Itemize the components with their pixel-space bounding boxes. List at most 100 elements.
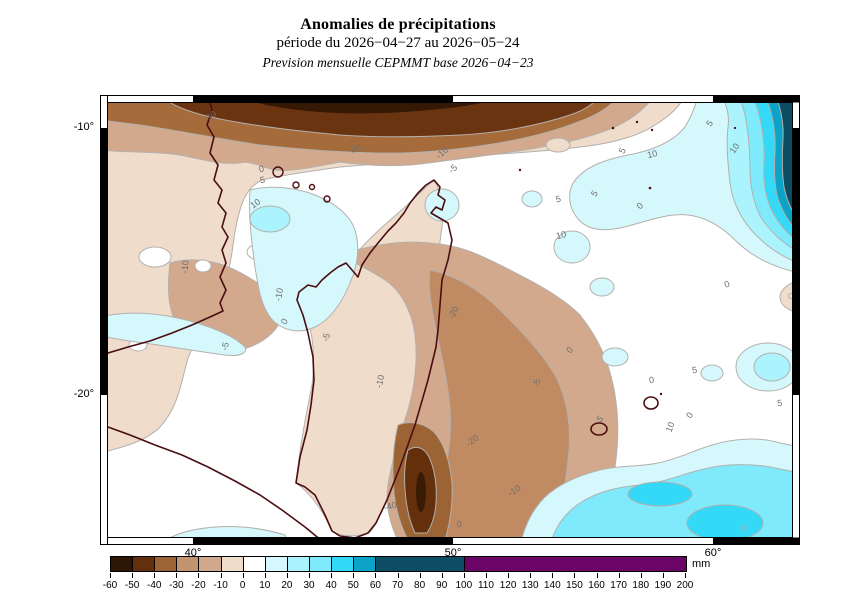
colorbar-cell--50--40 xyxy=(133,557,156,571)
shade-darkest-inner-core xyxy=(416,472,426,512)
y-axis-label: -20° xyxy=(73,388,94,400)
cyan-blob xyxy=(601,347,629,367)
anomaly-shading xyxy=(100,95,800,545)
colorbar-cell-20-30 xyxy=(287,557,310,571)
colorbar-cell--30--20 xyxy=(177,557,200,571)
contour-label: -40 xyxy=(383,500,398,513)
colorbar-tick xyxy=(154,573,156,578)
colorbar-cell-40-50 xyxy=(332,557,355,571)
colorbar-tick xyxy=(463,573,465,578)
contour-label: -20 xyxy=(446,305,461,321)
colorbar-tick xyxy=(353,573,355,578)
cyan-deep-blob xyxy=(627,481,693,507)
colorbar-tick xyxy=(375,573,377,578)
colorbar-tick-label: 70 xyxy=(391,580,404,591)
colorbar-tick-label: 100 xyxy=(455,580,473,591)
shade-cyan-nosybe xyxy=(424,188,460,222)
colorbar-tick xyxy=(640,573,642,578)
contour-label: 10 xyxy=(555,229,567,241)
contour-labels: -30-20 -10-50510-10-100-5-5-10-20-20-40-1… xyxy=(179,109,782,530)
contour-label: 5 xyxy=(691,365,697,376)
contour-label: -5 xyxy=(532,378,543,387)
cyan-blob xyxy=(521,190,543,208)
coastlines xyxy=(100,95,737,545)
contour-label: 0 xyxy=(279,317,290,326)
colorbar-cell-0-10 xyxy=(243,557,266,571)
colorbar-tick xyxy=(331,573,333,578)
contour-label: 5 xyxy=(595,414,606,425)
colorbar-tick-label: -50 xyxy=(124,580,140,591)
cyan-blob xyxy=(700,364,724,382)
colorbar-tick-label: -30 xyxy=(169,580,184,591)
mauritius-island xyxy=(643,396,659,410)
cyan-blob-right-core xyxy=(753,352,791,382)
contour-label: -10 xyxy=(374,374,386,389)
moheli-island xyxy=(308,183,316,191)
colorbar-tick xyxy=(441,573,443,578)
colorbar-tick-label: 150 xyxy=(566,580,583,591)
shade-cyan-channel-core xyxy=(249,205,291,233)
contour-label: 0 xyxy=(635,201,646,212)
frame-zebra-black xyxy=(100,95,800,545)
colorbar-tick-label: -10 xyxy=(213,580,228,591)
colorbar-tick xyxy=(132,573,134,578)
colorbar-tick-label: 60 xyxy=(369,580,381,591)
colorbar-tick xyxy=(685,573,686,578)
comoros-islands xyxy=(272,166,331,203)
contour-label: 0 xyxy=(258,164,265,175)
colorbar-tick-label: 20 xyxy=(281,580,293,591)
colorbar-tick xyxy=(618,573,620,578)
colorbar-unit-label: mm xyxy=(692,558,711,570)
white-hole xyxy=(194,259,212,273)
colorbar-tick-label: 130 xyxy=(521,580,539,591)
colorbar-tick-label: 170 xyxy=(610,580,627,591)
colorbar-tick-label: 160 xyxy=(588,580,605,591)
contour-label: 0 xyxy=(723,279,731,290)
colorbar-cell-50-60 xyxy=(354,557,377,571)
cyan-deep-blob xyxy=(686,504,764,542)
contour-label: 5 xyxy=(617,146,628,155)
contour-label: 10 xyxy=(664,421,677,434)
colorbar-tick-label: 90 xyxy=(436,580,448,591)
colorbar-tick xyxy=(220,573,222,578)
contour-dot xyxy=(742,525,748,531)
colorbar-tick-label: -20 xyxy=(191,580,206,591)
shade-pale-tan-northwest xyxy=(100,95,686,454)
colorbar-tick-label: -60 xyxy=(102,580,118,591)
contour-label: 5 xyxy=(259,175,266,186)
source-subtitle: Prevision mensuelle CEPMMT base 2026−04−… xyxy=(262,55,534,70)
colorbar-tick-label: 140 xyxy=(543,580,561,591)
colorbar-tick-label: 50 xyxy=(347,580,359,591)
colorbar-tick xyxy=(485,573,487,578)
colorbar-tick xyxy=(286,573,288,578)
contour-label: -10 xyxy=(179,260,190,274)
africa-coastline xyxy=(100,95,229,356)
colorbar-tick xyxy=(574,573,576,578)
colorbar-tick xyxy=(419,573,421,578)
colorbar-tick-label: 10 xyxy=(259,580,271,591)
map-canvas: -30-20 -10-50510-10-100-5-5-10-20-20-40-1… xyxy=(100,95,800,545)
colorbar-cell-100-200 xyxy=(464,557,686,571)
colorbar-tick xyxy=(596,573,598,578)
contour-label: 0 xyxy=(456,519,463,530)
contour-label: 10 xyxy=(646,148,658,160)
colorbar-tick xyxy=(264,573,266,578)
africa-south-coastline xyxy=(107,426,329,545)
colorbar-cell-10-20 xyxy=(265,557,288,571)
contour-label: 0 xyxy=(564,345,575,355)
colorbar-cell--40--30 xyxy=(155,557,178,571)
colorbar-tick xyxy=(530,573,532,578)
contour-label: 10 xyxy=(728,141,742,155)
contour-label: 5 xyxy=(589,189,600,198)
small-islets xyxy=(518,120,737,396)
contour-label: -5 xyxy=(219,341,231,351)
white-hole xyxy=(138,246,172,268)
madagascar-coastline xyxy=(295,179,453,539)
colorbar-cell--60--50 xyxy=(111,557,134,571)
contour-label: 5 xyxy=(777,398,783,408)
colorbar: -60 -50 -40 -30 -20 -10 0 10 20 30 40 50 60 70 80 90 100… xyxy=(103,556,710,595)
colorbar-tick-label: 40 xyxy=(325,580,337,591)
colorbar-cell--20--10 xyxy=(199,557,222,571)
colorbar-tick xyxy=(662,573,664,578)
